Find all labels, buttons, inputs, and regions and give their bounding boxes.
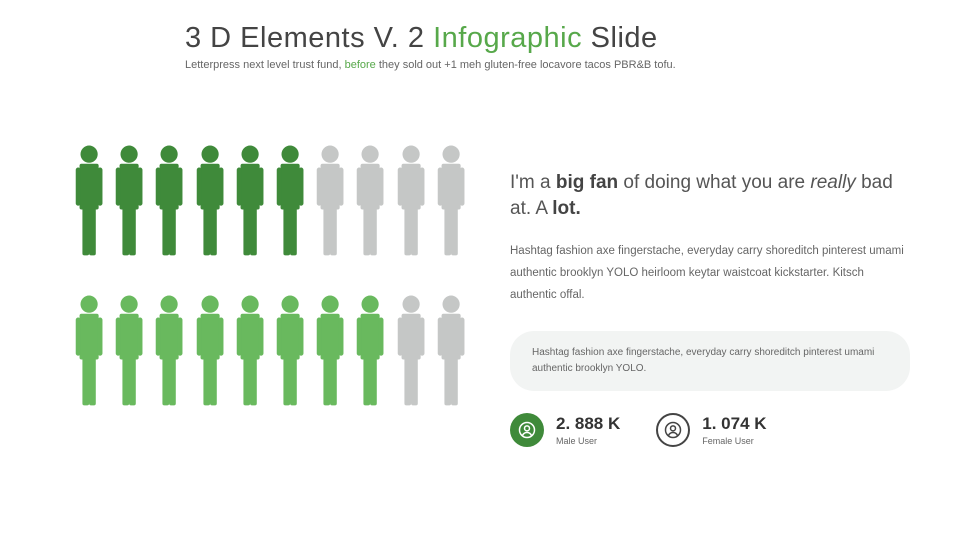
subtitle-pre: Letterpress next level trust fund,	[185, 59, 345, 71]
people-row-1	[70, 140, 470, 260]
person-icon	[311, 290, 349, 410]
person-icon	[150, 290, 188, 410]
title-pre: 3 D Elements V. 2	[185, 22, 433, 54]
person-icon	[70, 290, 108, 410]
quote-ital: really	[810, 172, 855, 193]
person-icon	[271, 140, 309, 260]
subtitle-post: they sold out +1 meh gluten-free locavor…	[376, 59, 676, 71]
content: I'm a big fan of doing what you are real…	[70, 140, 910, 447]
stat-female-text: 1. 074 K Female User	[702, 414, 766, 446]
stats: 2. 888 K Male User 1. 074 K Female User	[510, 413, 910, 447]
person-icon	[392, 290, 430, 410]
person-icon	[231, 140, 269, 260]
quote-bold2: lot.	[552, 198, 581, 219]
stat-female-label: Female User	[702, 436, 766, 446]
person-icon	[150, 140, 188, 260]
subtitle: Letterpress next level trust fund, befor…	[185, 59, 960, 71]
person-icon	[432, 140, 470, 260]
person-icon	[351, 140, 389, 260]
person-icon	[191, 140, 229, 260]
person-icon	[110, 140, 148, 260]
stat-male-text: 2. 888 K Male User	[556, 414, 620, 446]
paragraph: Hashtag fashion axe fingerstache, everyd…	[510, 241, 910, 307]
subtitle-accent: before	[345, 59, 376, 71]
text-column: I'm a big fan of doing what you are real…	[510, 140, 910, 447]
page-title: 3 D Elements V. 2 Infographic Slide	[185, 22, 960, 55]
people-row-2	[70, 290, 470, 410]
user-icon	[510, 413, 544, 447]
person-icon	[110, 290, 148, 410]
stat-female-value: 1. 074 K	[702, 414, 766, 434]
person-icon	[311, 140, 349, 260]
person-icon	[432, 290, 470, 410]
person-icon	[392, 140, 430, 260]
header: 3 D Elements V. 2 Infographic Slide Lett…	[0, 0, 960, 71]
title-post: Slide	[582, 22, 658, 54]
quote-p1: I'm a	[510, 172, 556, 193]
person-icon	[191, 290, 229, 410]
stat-male-value: 2. 888 K	[556, 414, 620, 434]
stat-male: 2. 888 K Male User	[510, 413, 620, 447]
pill-text: Hashtag fashion axe fingerstache, everyd…	[510, 331, 910, 391]
quote-bold1: big fan	[556, 172, 618, 193]
stat-female: 1. 074 K Female User	[656, 413, 766, 447]
people-column	[70, 140, 470, 447]
person-icon	[351, 290, 389, 410]
quote-p2: of doing what you are	[618, 172, 810, 193]
person-icon	[231, 290, 269, 410]
quote: I'm a big fan of doing what you are real…	[510, 170, 910, 221]
title-accent: Infographic	[433, 22, 582, 54]
person-icon	[271, 290, 309, 410]
person-icon	[70, 140, 108, 260]
user-icon	[656, 413, 690, 447]
stat-male-label: Male User	[556, 436, 620, 446]
